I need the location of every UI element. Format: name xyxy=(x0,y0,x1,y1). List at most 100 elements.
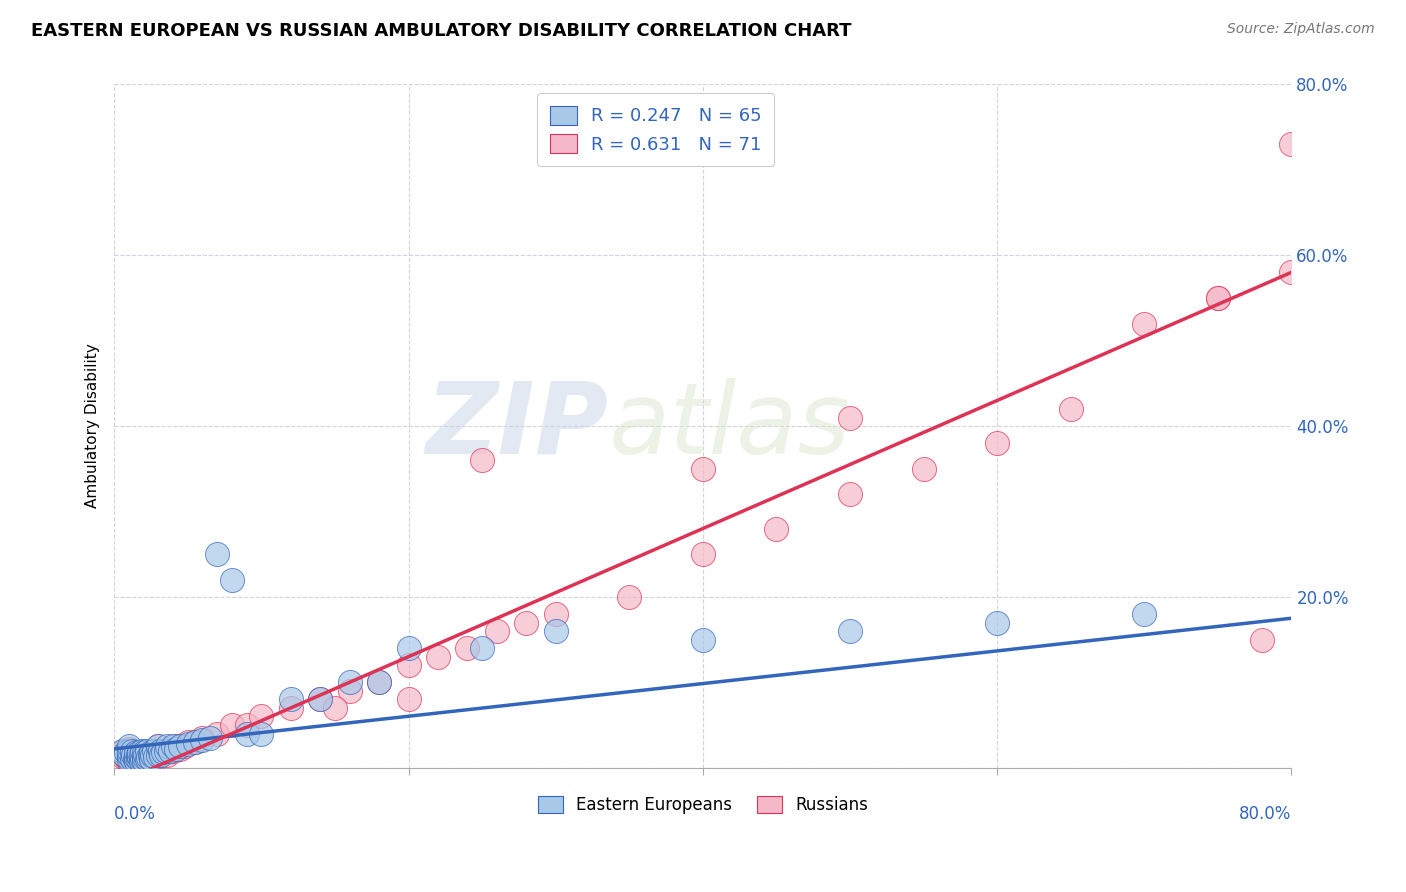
Point xyxy=(205,547,228,561)
Point xyxy=(150,747,173,762)
Text: atlas: atlas xyxy=(609,377,851,475)
Point xyxy=(169,742,191,756)
Point xyxy=(148,750,170,764)
Point xyxy=(184,735,207,749)
Point xyxy=(129,754,152,768)
Point xyxy=(323,701,346,715)
Point xyxy=(148,739,170,754)
Point xyxy=(118,744,141,758)
Point xyxy=(250,709,273,723)
Point xyxy=(165,742,187,756)
Point xyxy=(138,745,160,759)
Y-axis label: Ambulatory Disability: Ambulatory Disability xyxy=(86,343,100,508)
Point xyxy=(162,739,184,754)
Point xyxy=(136,747,159,762)
Point xyxy=(173,739,195,754)
Point xyxy=(1281,265,1303,279)
Point xyxy=(125,750,148,764)
Point xyxy=(235,718,257,732)
Point xyxy=(159,742,181,756)
Point xyxy=(398,658,420,673)
Text: 80.0%: 80.0% xyxy=(1239,805,1292,823)
Point xyxy=(339,675,361,690)
Point xyxy=(125,754,148,768)
Text: EASTERN EUROPEAN VS RUSSIAN AMBULATORY DISABILITY CORRELATION CHART: EASTERN EUROPEAN VS RUSSIAN AMBULATORY D… xyxy=(31,22,852,40)
Text: ZIP: ZIP xyxy=(426,377,609,475)
Point xyxy=(141,747,163,762)
Legend: Eastern Europeans, Russians: Eastern Europeans, Russians xyxy=(531,789,875,821)
Point xyxy=(128,745,150,759)
Point xyxy=(114,747,136,762)
Point xyxy=(139,750,162,764)
Point xyxy=(115,744,138,758)
Point xyxy=(156,739,179,754)
Point xyxy=(471,453,494,467)
Point xyxy=(1060,402,1083,417)
Point xyxy=(152,745,174,759)
Point xyxy=(148,747,170,762)
Point xyxy=(235,726,257,740)
Point xyxy=(124,752,146,766)
Point xyxy=(134,745,156,759)
Point xyxy=(368,675,391,690)
Point xyxy=(191,733,214,747)
Point xyxy=(692,462,714,476)
Point xyxy=(1251,632,1274,647)
Point xyxy=(839,487,862,501)
Point xyxy=(145,750,167,764)
Point xyxy=(155,744,177,758)
Point xyxy=(128,745,150,759)
Point xyxy=(125,745,148,759)
Point xyxy=(280,701,302,715)
Point xyxy=(128,750,150,764)
Point xyxy=(124,750,146,764)
Text: 0.0%: 0.0% xyxy=(114,805,156,823)
Point xyxy=(398,692,420,706)
Point xyxy=(118,752,141,766)
Point xyxy=(138,747,160,762)
Point xyxy=(309,692,332,706)
Point xyxy=(191,731,214,745)
Point xyxy=(121,752,143,766)
Point xyxy=(132,754,155,768)
Point xyxy=(1281,137,1303,152)
Point xyxy=(544,624,567,638)
Point xyxy=(111,750,134,764)
Point xyxy=(142,744,165,758)
Point xyxy=(110,745,132,759)
Point xyxy=(471,641,494,656)
Point xyxy=(129,747,152,762)
Point xyxy=(121,744,143,758)
Point xyxy=(127,747,149,762)
Point xyxy=(131,752,153,766)
Point xyxy=(149,744,172,758)
Point xyxy=(398,641,420,656)
Point xyxy=(544,607,567,621)
Point xyxy=(142,744,165,758)
Point xyxy=(692,547,714,561)
Point xyxy=(177,737,200,751)
Point xyxy=(122,745,145,759)
Point xyxy=(250,726,273,740)
Point xyxy=(485,624,508,638)
Point xyxy=(141,747,163,762)
Point xyxy=(184,735,207,749)
Point xyxy=(165,739,187,754)
Point xyxy=(129,752,152,766)
Point xyxy=(131,744,153,758)
Point xyxy=(309,692,332,706)
Point xyxy=(150,745,173,759)
Point xyxy=(177,735,200,749)
Point xyxy=(221,718,243,732)
Point xyxy=(110,744,132,758)
Point xyxy=(153,744,176,758)
Point xyxy=(115,745,138,759)
Point xyxy=(118,754,141,768)
Point xyxy=(117,752,139,766)
Point xyxy=(148,739,170,754)
Point xyxy=(339,683,361,698)
Point xyxy=(135,752,157,766)
Point xyxy=(280,692,302,706)
Point xyxy=(132,750,155,764)
Point xyxy=(127,750,149,764)
